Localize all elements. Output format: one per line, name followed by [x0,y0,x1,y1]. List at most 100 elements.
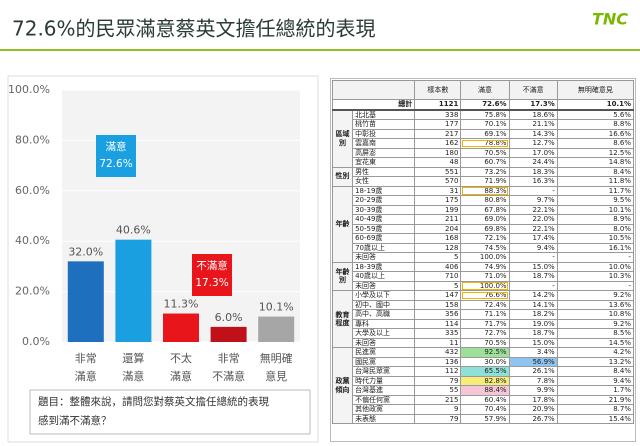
table-cell: 69.8% [460,223,510,234]
table-cell: 60-69歲 [352,233,416,244]
table-cell: 72.7% [460,328,510,339]
table-row: 區域別 北北基 338 75.8% 18.6% 5.6% [331,109,635,168]
question-line: 題目：整體來說，請問您對蔡英文擔任總統的表現 [38,395,269,408]
table-cell: 18.2% [508,309,558,320]
table-row: 其他政黨 9 70.4% 20.9% 8.7% [333,404,635,415]
table-cell: 11.7% [556,185,635,196]
table-cell: 55 [414,385,462,396]
table-cell: 73.2% [460,166,510,177]
table-cell: 14.3% [508,128,558,139]
table-row: 50-59歲 204 69.8% 22.1% 8.0% [333,223,635,234]
table-cell: 8.4% [556,366,635,377]
table-cell: 性別 [331,166,354,187]
table-cell: 8.4% [556,166,635,177]
table: 樣本數 滿意 不滿意 無明確意見 總計 1121 72.6% 17.3% 10.1% 區域別 北北基… [331,80,635,424]
x-tick-label: 不太 [170,352,192,365]
table-cell: 70歲以上 [352,242,416,253]
table-cell: 199 [414,204,462,215]
table-cell: 時代力量 [352,375,416,386]
table-cell: 9.2% [556,290,635,301]
x-tick-label: 非常 [218,352,240,365]
table-cell: 1.7% [556,385,635,396]
table-cell: 9.7% [508,195,558,206]
table-cell: 65.5% [460,366,510,377]
table-row: 年齡別 18-39歲 406 74.9% 15.0% 10.0% [331,261,635,291]
table-row: 中彰投 217 69.1% 14.3% 16.6% [333,128,635,139]
table-row: 樣本數 滿意 不滿意 無明確意見 [331,80,635,100]
table-row: 台灣基進 55 88.4% 9.9% 1.7% [333,385,635,396]
table-cell: 432 [414,347,462,358]
table-cell: 215 [414,394,462,405]
table-cell: 初中、國中 [352,299,416,310]
table-cell: 204 [414,223,462,234]
table-row: 宜花東 48 60.7% 24.4% 14.8% [333,157,635,168]
table-cell: 5 [414,280,462,291]
table-cell: 10.8% [556,309,635,320]
value-label: 40.6% [116,224,151,237]
table-cell: 小學及以下 [352,290,416,301]
table-cell: 7.8% [508,375,558,386]
table-cell: 中彰投 [352,128,416,139]
table-cell: 18-39歲 [352,261,416,272]
table-cell: 60.4% [460,394,510,405]
table-cell: 57.9% [460,413,510,424]
table-cell: 19.0% [508,318,558,329]
table-cell: 70.4% [460,404,510,415]
table-cell: 406 [414,261,462,272]
table-cell: - [556,280,635,291]
bar [115,239,152,342]
table-row: 60-69歲 168 72.1% 17.4% 10.5% [333,233,635,244]
table-row: 政黨傾向 民進黨 432 92.5% 3.4% 4.2% [331,347,635,424]
y-tick-label: 40.0% [15,234,50,247]
x-tick-label: 不滿意 [212,369,245,383]
table-cell: 13.6% [556,299,635,310]
value-label: 6.0% [215,311,243,324]
table-cell: 18.3% [508,166,558,177]
y-tick-label: 20.0% [15,285,50,298]
y-tick-label: 100.0% [8,83,50,96]
table-cell: 147 [414,290,462,301]
table-cell: 70.1% [460,119,510,130]
table-cell: 18.7% [508,328,558,339]
table-cell: 10.3% [556,271,635,282]
table-row: 初中、國中 158 72.4% 14.1% 13.6% [333,299,635,310]
table-cell: 高屏澎 [352,147,416,158]
table-cell: 710 [414,271,462,282]
table-cell: 80.8% [460,195,510,206]
table-cell: 16.1% [556,242,635,253]
table-cell: 30.0% [460,356,510,367]
table-row: 性別 男性 551 73.2% 18.3% 8.4% [331,166,635,187]
value-label: 10.1% [259,301,294,314]
table-row: 桃竹苗 177 70.1% 21.1% 8.8% [333,119,635,130]
table-cell: 9.5% [556,195,635,206]
table-cell: 70.5% [460,147,510,158]
annotation-text: 不滿意 [196,259,228,272]
table-cell: 14.8% [556,157,635,168]
table-cell: 9.4% [556,375,635,386]
table-cell: 71.9% [460,176,510,187]
x-tick-label: 滿意 [75,369,97,383]
table-cell: 12.5% [556,147,635,158]
table-cell: 20-29歲 [352,195,416,206]
table-cell: 24.4% [508,157,558,168]
table-cell: 男性 [352,166,416,177]
table-row: 未表態 79 57.9% 26.7% 15.4% [333,413,635,424]
table-cell: 高中、高職 [352,309,416,320]
table-cell: 滿意 [460,80,510,100]
table-cell: 年齡 [331,185,354,263]
table-cell: 40-49歲 [352,214,416,225]
table-row: 年齡 18-19歲 31 88.3% -11.7% [331,185,635,263]
table-cell: 大學及以上 [352,328,416,339]
bar [210,326,247,342]
table-cell: 15.0% [508,261,558,272]
table-cell: 10.1% [556,204,635,215]
table-cell: 114 [414,318,462,329]
table-cell: 26.1% [508,366,558,377]
value-label: 11.3% [164,298,199,311]
table-cell: 175 [414,195,462,206]
table-cell: 政黨傾向 [331,347,354,424]
table-cell: 16.6% [556,128,635,139]
table-cell: 5 [414,252,462,263]
